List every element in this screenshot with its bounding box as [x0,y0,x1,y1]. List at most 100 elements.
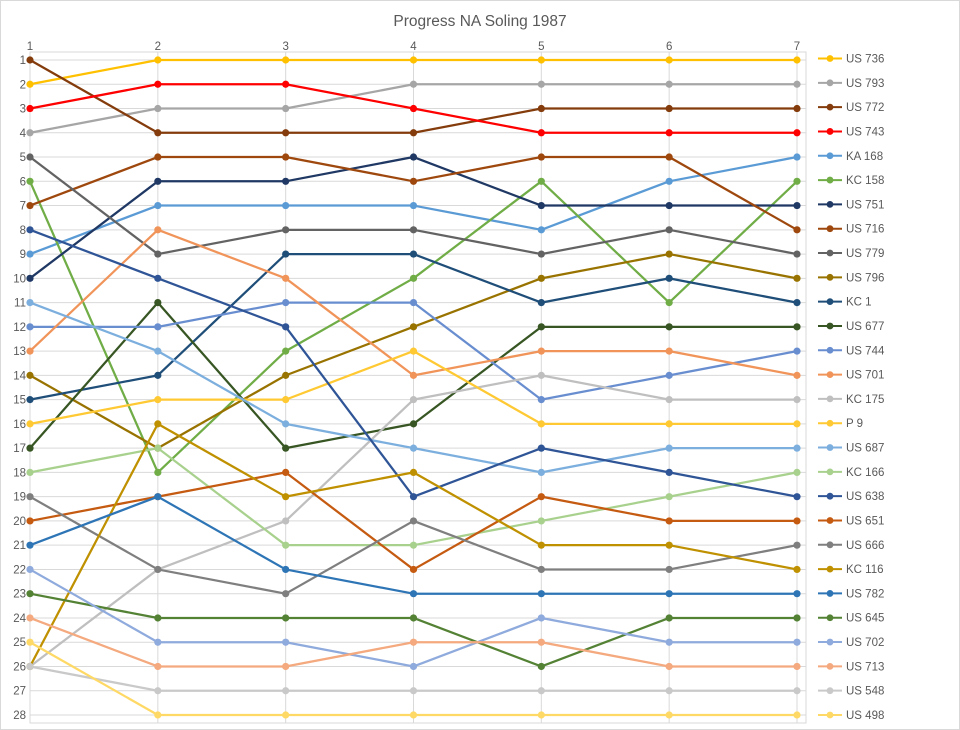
data-point-marker [409,517,418,525]
data-point-marker [793,274,801,282]
data-point-marker [665,638,673,646]
data-point-marker [409,541,418,549]
legend-item[interactable]: KA 168 [818,151,883,163]
legend-item[interactable]: US 666 [818,540,884,552]
data-point-marker [409,444,418,452]
data-point-marker [793,323,801,331]
series-us-743 [26,80,801,137]
series-us-548 [26,662,801,695]
data-point-marker [26,541,34,549]
data-point-marker [793,347,801,355]
data-point-marker [537,177,545,185]
data-point-marker [154,396,162,404]
legend-item[interactable]: P 9 [818,418,863,430]
legend-item[interactable]: KC 116 [818,564,884,576]
series-p-9 [26,347,801,428]
data-point-marker [665,687,673,695]
y-tick-label: 9 [20,249,26,261]
legend-item[interactable]: US 677 [818,321,884,333]
series-us-716 [26,153,801,234]
data-point-marker [409,226,418,234]
legend-item[interactable]: US 701 [818,370,884,382]
legend-marker-dot [826,152,834,160]
data-point-marker [154,420,162,428]
legend-item[interactable]: US 743 [818,126,884,138]
series-us-645 [26,590,801,671]
legend-item[interactable]: US 751 [818,199,884,211]
legend-item[interactable]: US 651 [818,515,884,527]
legend-item[interactable]: US 782 [818,588,884,600]
legend-item[interactable]: US 736 [818,54,884,66]
legend-item[interactable]: KC 1 [818,297,872,309]
legend-item[interactable]: US 772 [818,102,884,114]
y-tick-label: 20 [13,516,26,528]
series-us-702 [26,565,801,671]
y-tick-label: 23 [13,589,26,601]
data-point-marker [793,662,801,671]
legend-marker-dot [826,55,834,62]
legend-marker-dot [826,371,834,378]
legend-item[interactable]: US 498 [818,710,884,722]
data-point-marker [26,104,34,113]
legend-item[interactable]: US 744 [818,345,885,357]
data-point-marker [282,420,290,428]
y-tick-label: 13 [13,346,26,358]
legend-item[interactable]: US 548 [818,686,884,698]
legend-item[interactable]: KC 158 [818,175,884,187]
legend-item[interactable]: KC 175 [818,394,884,406]
legend-marker-dot [826,322,834,330]
data-point-marker [26,347,34,355]
data-point-marker [537,153,545,161]
data-point-marker [26,638,34,646]
data-point-marker [282,153,290,161]
data-point-marker [154,177,162,185]
legend-item[interactable]: US 716 [818,224,884,236]
legend-item[interactable]: US 796 [818,272,884,284]
legend-item[interactable]: US 645 [818,613,884,625]
data-point-marker [793,80,801,88]
legend-marker-dot [826,103,834,111]
data-point-marker [537,347,545,355]
legend-item[interactable]: US 713 [818,661,884,673]
legend-marker-dot [826,590,834,597]
series-kc-1 [26,250,801,404]
legend-item-label: US 701 [846,370,884,382]
data-point-marker [537,687,545,695]
data-point-marker [537,662,545,671]
data-point-marker [537,80,545,88]
data-point-marker [282,298,290,307]
legend-item[interactable]: KC 166 [818,467,884,479]
legend-marker-dot [826,176,834,184]
data-point-marker [282,444,290,452]
data-point-marker [26,274,34,282]
series-us-638 [26,226,801,501]
data-point-marker [665,420,673,428]
data-point-marker [282,274,290,282]
legend-marker-dot [826,687,834,695]
series-us-751 [26,153,801,282]
y-tick-label: 17 [13,443,26,455]
legend-item[interactable]: US 702 [818,637,884,649]
legend-marker-dot [826,541,834,549]
data-point-marker [793,638,801,646]
legend-item[interactable]: US 687 [818,443,884,455]
data-point-marker [409,687,418,695]
legend-item[interactable]: US 779 [818,248,884,260]
data-point-marker [154,250,162,258]
data-point-marker [26,590,34,598]
data-point-marker [665,226,673,234]
data-point-marker [26,614,34,622]
data-point-marker [665,129,673,137]
legend-item-label: US 651 [846,515,884,527]
legend-item-label: US 548 [846,686,884,698]
data-point-marker [154,444,162,452]
data-point-marker [665,56,673,64]
legend-item[interactable]: US 793 [818,78,884,90]
data-point-marker [793,153,801,161]
data-point-marker [282,614,290,622]
legend-item[interactable]: US 638 [818,491,884,503]
data-point-marker [26,396,34,404]
data-point-marker [282,590,290,598]
